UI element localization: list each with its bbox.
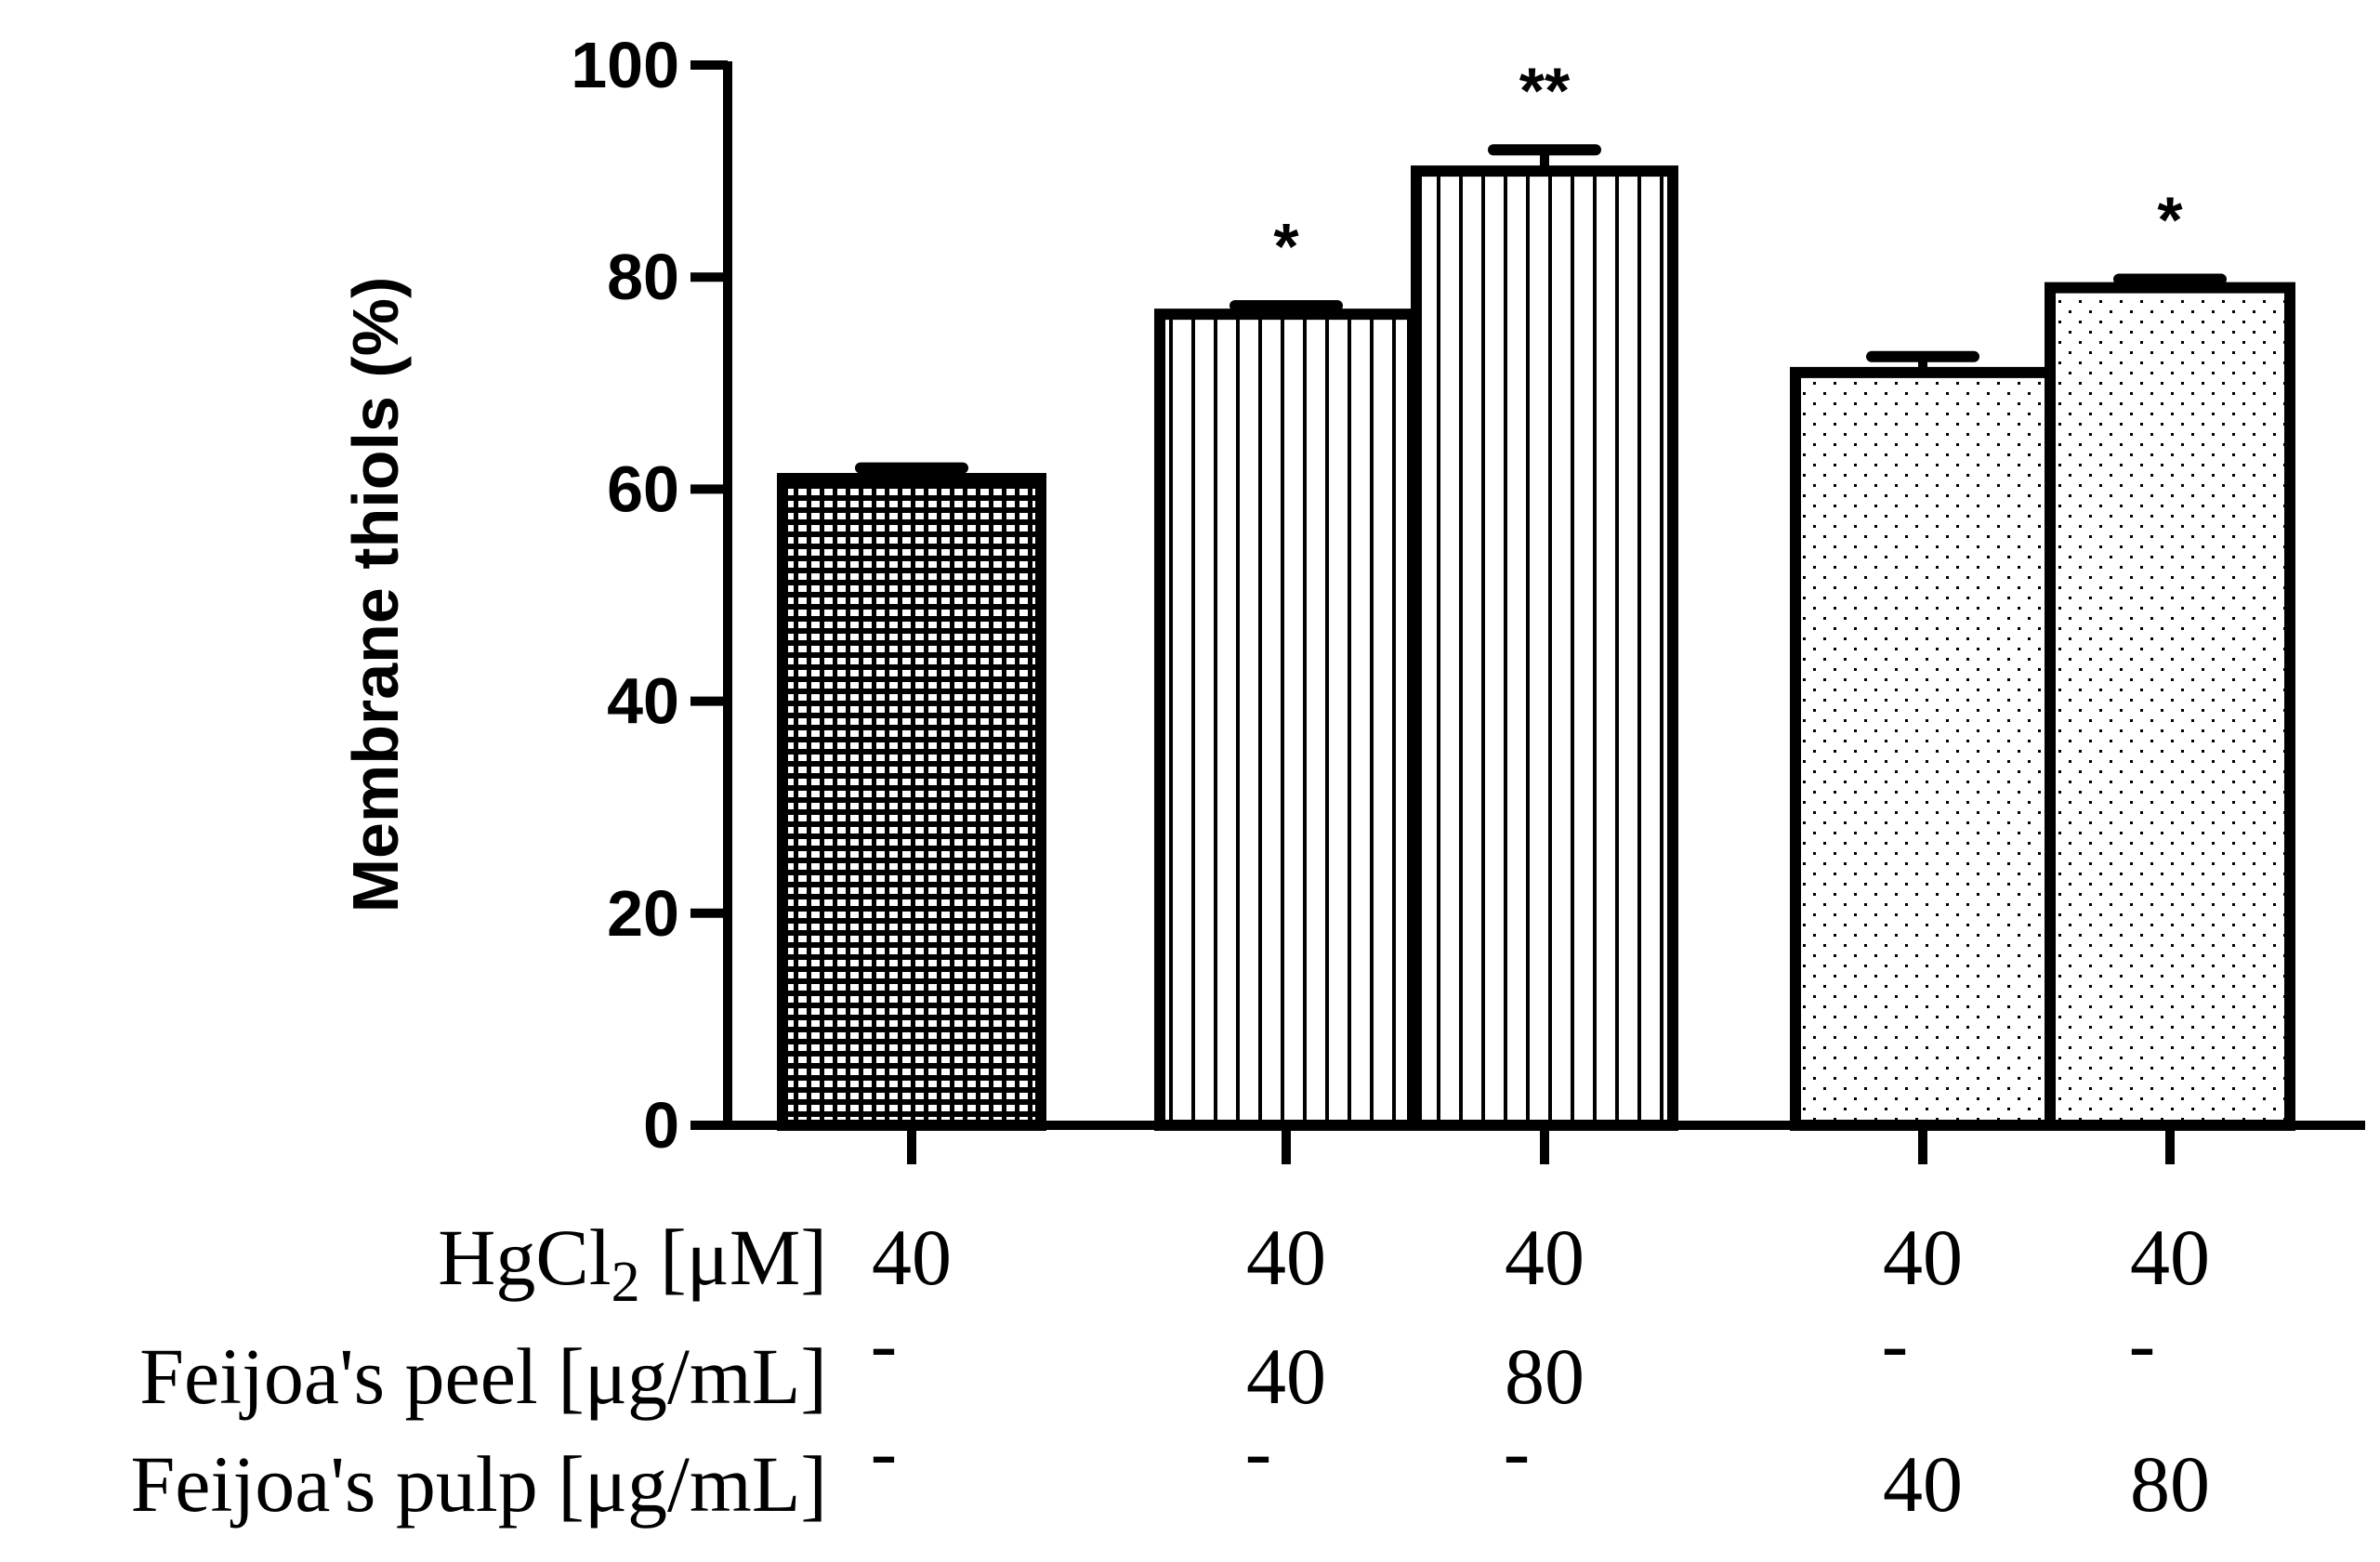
treatment-value: - bbox=[871, 1299, 898, 1388]
significance-label: * bbox=[2157, 183, 2183, 256]
treatment-value: - bbox=[1882, 1299, 1909, 1388]
treatment-value: 40 bbox=[1883, 1213, 1963, 1302]
y-tick-label: 20 bbox=[607, 877, 679, 950]
treatment-row-label: HgCl2 [μM] bbox=[438, 1213, 827, 1314]
treatment-value: 40 bbox=[1883, 1439, 1963, 1529]
treatment-value: 40 bbox=[1505, 1213, 1584, 1302]
bar bbox=[2045, 282, 2295, 1131]
treatment-value: - bbox=[871, 1407, 898, 1496]
treatment-name: HgCl bbox=[438, 1213, 611, 1302]
treatment-value: 40 bbox=[1246, 1213, 1326, 1302]
treatment-row-label: Feijoa's pulp [μg/mL] bbox=[130, 1439, 827, 1529]
treatment-value: - bbox=[1245, 1407, 1272, 1496]
y-tick-label: 0 bbox=[643, 1089, 679, 1162]
x-axis bbox=[723, 1121, 2365, 1164]
bar bbox=[1154, 308, 1418, 1131]
y-tick-label: 60 bbox=[607, 453, 679, 525]
y-tick-label: 40 bbox=[607, 665, 679, 738]
y-axis: 0 20 40 60 80 100 bbox=[571, 29, 732, 1162]
bar bbox=[1790, 366, 2056, 1131]
treatment-unit: [μg/mL] bbox=[538, 1439, 827, 1529]
treatment-unit: [μg/mL] bbox=[538, 1332, 827, 1421]
bars: **** bbox=[777, 54, 2295, 1132]
treatment-value: 40 bbox=[2130, 1213, 2210, 1302]
treatment-value: - bbox=[2129, 1299, 2156, 1388]
treatment-unit: [μM] bbox=[640, 1213, 827, 1302]
treatment-table: HgCl2 [μM] 40 40 40 40 40 Feijoa's peel [μg/mL… bbox=[130, 1213, 2210, 1529]
treatment-value: 80 bbox=[2130, 1439, 2210, 1529]
significance-label: * bbox=[1273, 210, 1299, 282]
y-tick-label: 80 bbox=[607, 241, 679, 313]
treatment-row-label: Feijoa's peel [μg/mL] bbox=[139, 1332, 827, 1421]
treatment-value: - bbox=[1504, 1407, 1531, 1496]
treatment-name: Feijoa's pulp bbox=[130, 1439, 537, 1529]
significance-label: ** bbox=[1519, 54, 1571, 126]
y-axis-label: Membrane thiols (%) bbox=[339, 277, 412, 913]
treatment-subscript: 2 bbox=[611, 1251, 640, 1314]
bar bbox=[1411, 165, 1678, 1132]
y-tick-label: 100 bbox=[571, 29, 679, 101]
treatment-value: 40 bbox=[872, 1213, 952, 1302]
bar bbox=[777, 472, 1046, 1131]
treatment-value: 80 bbox=[1505, 1332, 1584, 1421]
treatment-value: 40 bbox=[1246, 1332, 1326, 1421]
treatment-name: Feijoa's peel bbox=[139, 1332, 538, 1421]
